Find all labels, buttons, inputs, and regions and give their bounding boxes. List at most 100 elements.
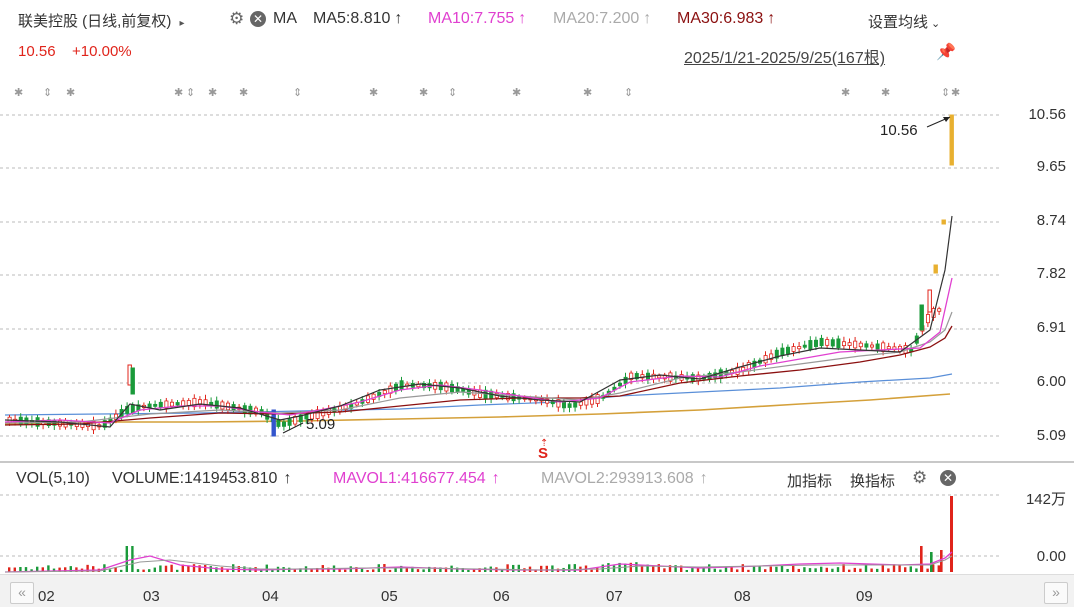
date-range[interactable]: 2025/1/21-2025/9/25(167根) — [684, 50, 886, 67]
candle — [556, 399, 561, 408]
volume-bar — [657, 564, 660, 572]
volume-bar — [848, 569, 851, 572]
volume-bar — [192, 564, 196, 572]
volume-bar — [629, 562, 632, 572]
volume-tick-max: 142万 — [1025, 491, 1066, 508]
candle — [130, 367, 135, 395]
candle — [298, 414, 303, 423]
close-icon[interactable]: ✕ — [250, 11, 266, 27]
volume-bar — [691, 567, 694, 572]
volume-bar — [30, 569, 33, 572]
candle — [130, 404, 135, 414]
volume-bar — [719, 569, 722, 572]
candle — [786, 346, 791, 354]
candle — [271, 409, 276, 437]
volume-bar — [825, 567, 828, 572]
candle — [657, 375, 662, 379]
current-price: 10.56 — [18, 43, 56, 60]
candle — [836, 338, 841, 349]
candle — [58, 420, 63, 427]
stock-title[interactable]: 联美控股 (日线,前复权) ▸ — [18, 13, 185, 30]
event-marker-icon: ✱ — [512, 86, 521, 99]
price-tick-4: 7.82 — [1036, 265, 1066, 282]
candle — [853, 340, 858, 349]
candle — [797, 346, 802, 350]
close-icon[interactable]: ✕ — [940, 470, 956, 486]
candle — [461, 388, 466, 392]
volume-bar — [226, 568, 229, 572]
event-marker-icon: ✱ — [951, 86, 960, 99]
gear-icon[interactable]: ⚙ — [229, 9, 245, 28]
volume-bar — [775, 566, 778, 572]
volume-bar — [422, 569, 425, 572]
panel-divider[interactable] — [0, 461, 1074, 463]
price-tick-2: 9.65 — [1036, 158, 1066, 175]
volume-bar — [265, 564, 268, 572]
add-indicator-button[interactable]: 加指标 — [787, 473, 833, 490]
volume-bar — [64, 567, 67, 572]
volume-bar — [372, 569, 375, 572]
pin-icon[interactable]: 📌 — [936, 44, 956, 61]
month-label: 06 — [493, 588, 510, 605]
event-marker-icon: ⇕ — [293, 86, 302, 99]
candle — [181, 400, 186, 407]
volume-bar — [926, 568, 929, 572]
candle — [814, 339, 819, 347]
volume-bar — [590, 569, 593, 572]
volume-bar — [41, 567, 44, 572]
event-marker-icon: ✱ — [174, 86, 183, 99]
volume-bar — [702, 567, 705, 572]
volume-bar — [58, 567, 61, 572]
volume-bar — [142, 569, 145, 572]
switch-indicator-button[interactable]: 换指标 — [850, 473, 896, 490]
time-axis[interactable] — [0, 574, 1074, 607]
ma30-value: MA30:6.983 ↑ — [677, 10, 776, 27]
month-label: 03 — [143, 588, 160, 605]
candle — [634, 373, 639, 380]
volume-bar — [159, 565, 162, 572]
candle — [825, 339, 830, 346]
scroll-left-button[interactable]: « — [10, 582, 34, 604]
scroll-right-button[interactable]: » — [1044, 582, 1068, 604]
volume-bar — [176, 569, 179, 572]
price-chart[interactable]: ✱ ⇕ ✱ ✱ ⇕ ✱ ✱ ⇕ ✱ ✱ ⇕ ✱ ✱ ⇕ ✱ ✱ ⇕ ✱ 10.56 5.09 S ⇡ — [0, 80, 1000, 460]
ma20-line — [4, 311, 953, 424]
candle — [214, 400, 219, 409]
volume-bar — [668, 565, 672, 572]
volume-bar — [814, 568, 817, 572]
event-marker-icon: ⇕ — [941, 86, 950, 99]
volume-bar — [730, 567, 733, 572]
volume-bar — [780, 565, 784, 572]
candle — [281, 421, 286, 427]
volume-bar — [831, 568, 834, 572]
volume-bar — [355, 567, 358, 572]
volume-bar — [758, 566, 761, 572]
candle — [382, 390, 387, 395]
volume-bar — [388, 569, 392, 572]
candle — [567, 403, 572, 408]
gear-icon[interactable]: ⚙ — [912, 468, 928, 487]
candle — [780, 347, 785, 356]
ma-settings-button[interactable]: 设置均线 ⌄ — [868, 14, 941, 31]
volume-tick-zero: 0.00 — [1036, 548, 1066, 565]
month-label: 09 — [856, 588, 873, 605]
volume-bar — [624, 563, 627, 572]
volume-chart[interactable] — [0, 490, 1000, 574]
volume-bar — [937, 565, 940, 572]
volume-bar — [680, 565, 683, 572]
ma10-value: MA10:7.755 ↑ — [428, 10, 527, 27]
volume-bar — [881, 565, 884, 572]
caret-right-icon[interactable]: ▸ — [179, 18, 185, 29]
volume-bar — [271, 569, 274, 572]
candle — [175, 402, 180, 406]
volume-bar — [472, 569, 476, 572]
candle — [640, 374, 645, 379]
candle — [623, 376, 628, 384]
volume-bar — [752, 566, 756, 572]
volume-bar — [299, 568, 302, 572]
candle — [926, 314, 931, 324]
volume-bar — [310, 569, 313, 572]
event-marker-icon: ⇕ — [43, 86, 52, 99]
price-tick-7: 5.09 — [1036, 427, 1066, 444]
candle — [399, 380, 404, 390]
